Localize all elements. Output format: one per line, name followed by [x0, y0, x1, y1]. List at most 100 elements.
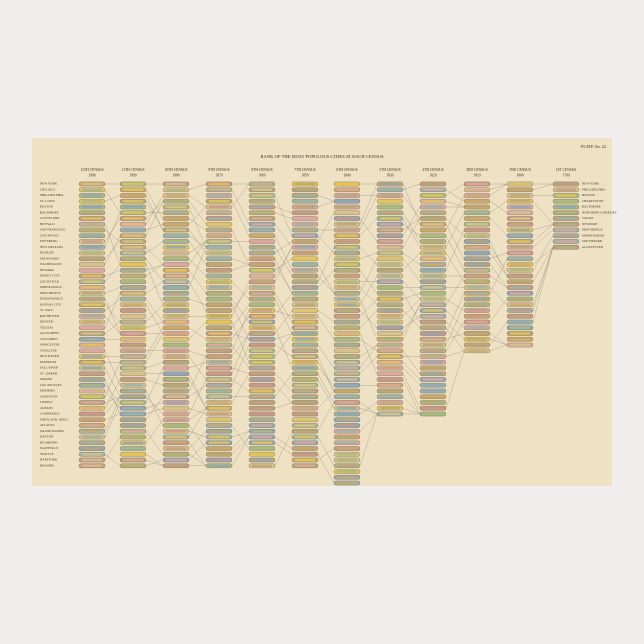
bar-stripe [82, 458, 102, 462]
bar-stripe [337, 292, 357, 295]
bar-stripe [510, 188, 530, 191]
bar-stripe [166, 292, 186, 295]
bar-stripe [123, 228, 143, 232]
rank-connector [231, 298, 250, 323]
city-bar [119, 440, 147, 445]
city-bar [333, 193, 361, 198]
bar-stripe [166, 395, 186, 398]
bar-stripe [337, 430, 357, 433]
city-bar [248, 296, 276, 302]
bar-stripe [510, 274, 530, 278]
city-bar [333, 411, 361, 417]
city-bar [506, 210, 534, 215]
rank-connector [402, 298, 421, 317]
bar-stripe [556, 200, 576, 203]
city-bar [419, 382, 447, 388]
rank-connector [188, 356, 207, 380]
city-bar [119, 354, 147, 359]
city-bar [205, 267, 233, 273]
bar-stripe [166, 297, 186, 301]
bar-stripe [337, 458, 357, 462]
city-bar [419, 204, 447, 210]
bar-stripe [510, 228, 530, 232]
bar-stripe [295, 194, 315, 197]
city-bar [419, 285, 447, 290]
rank-connector [317, 212, 335, 242]
bar-stripe [295, 355, 315, 358]
rank-connector [359, 218, 378, 242]
city-bar [78, 417, 106, 422]
city-bar [291, 377, 319, 382]
bar-stripe [252, 263, 272, 266]
rank-connector [402, 379, 421, 415]
city-bar [78, 181, 106, 187]
rank-connector [104, 298, 121, 311]
census-year: 1900 [88, 173, 95, 177]
bar-stripe [123, 246, 143, 249]
bar-stripe [123, 418, 143, 421]
rank-connector [489, 258, 508, 294]
bar-stripe [82, 361, 102, 364]
bar-stripe [209, 217, 229, 220]
bar-stripe [510, 297, 530, 301]
city-bar [419, 267, 447, 273]
bar-stripe [510, 194, 530, 197]
rank-connector [104, 224, 121, 265]
bar-stripe [380, 349, 400, 352]
bar-stripe [82, 269, 102, 272]
city-bar [205, 313, 233, 319]
bar-stripe [467, 182, 487, 186]
city-bar [162, 325, 190, 330]
city-bar [463, 187, 491, 192]
census-year: 1790 [562, 173, 569, 177]
city-bar [463, 210, 491, 215]
city-bar [205, 221, 233, 227]
rank-connector [231, 189, 250, 225]
rank-connector [317, 270, 335, 288]
bar-stripe [423, 412, 443, 416]
bar-stripe [467, 309, 487, 312]
rank-connector [445, 321, 465, 351]
city-bar [419, 210, 447, 215]
bar-stripe [380, 188, 400, 191]
city-bar [333, 463, 361, 468]
rank-connector [402, 252, 421, 271]
bar-stripe [252, 286, 272, 289]
city-bar [333, 296, 361, 302]
rank-connector [532, 224, 554, 231]
bar-stripe [380, 292, 400, 295]
bar-stripe [82, 389, 102, 393]
city-bar [248, 308, 276, 313]
city-bar [463, 325, 491, 330]
bar-stripe [123, 424, 143, 427]
bar-stripe [337, 424, 357, 427]
rank-connector [489, 339, 508, 346]
bar-stripe [123, 395, 143, 398]
bar-stripe [380, 309, 400, 312]
city-bar [333, 480, 361, 486]
city-name: NEW YORK [582, 182, 600, 186]
rank-connector [145, 321, 164, 328]
bar-stripe [337, 194, 357, 197]
city-name: SOUTHWARK [582, 239, 603, 243]
city-bar [205, 302, 233, 307]
bar-stripe [252, 315, 272, 318]
rank-connector [445, 183, 465, 196]
bar-stripe [556, 246, 576, 249]
bar-stripe [423, 372, 443, 375]
bar-stripe [467, 228, 487, 232]
city-bar [205, 319, 233, 325]
bar-stripe [209, 211, 229, 214]
bar-stripe [337, 361, 357, 364]
bar-stripe [209, 234, 229, 237]
rank-connector [532, 247, 554, 323]
bar-stripe [123, 332, 143, 335]
bar-stripe [295, 430, 315, 433]
city-bar [291, 244, 319, 250]
bar-stripe [209, 372, 229, 375]
city-bar [162, 434, 190, 440]
city-bar [119, 331, 147, 336]
bar-stripe [467, 338, 487, 341]
city-bar [376, 227, 404, 233]
bar-stripe [252, 326, 272, 329]
